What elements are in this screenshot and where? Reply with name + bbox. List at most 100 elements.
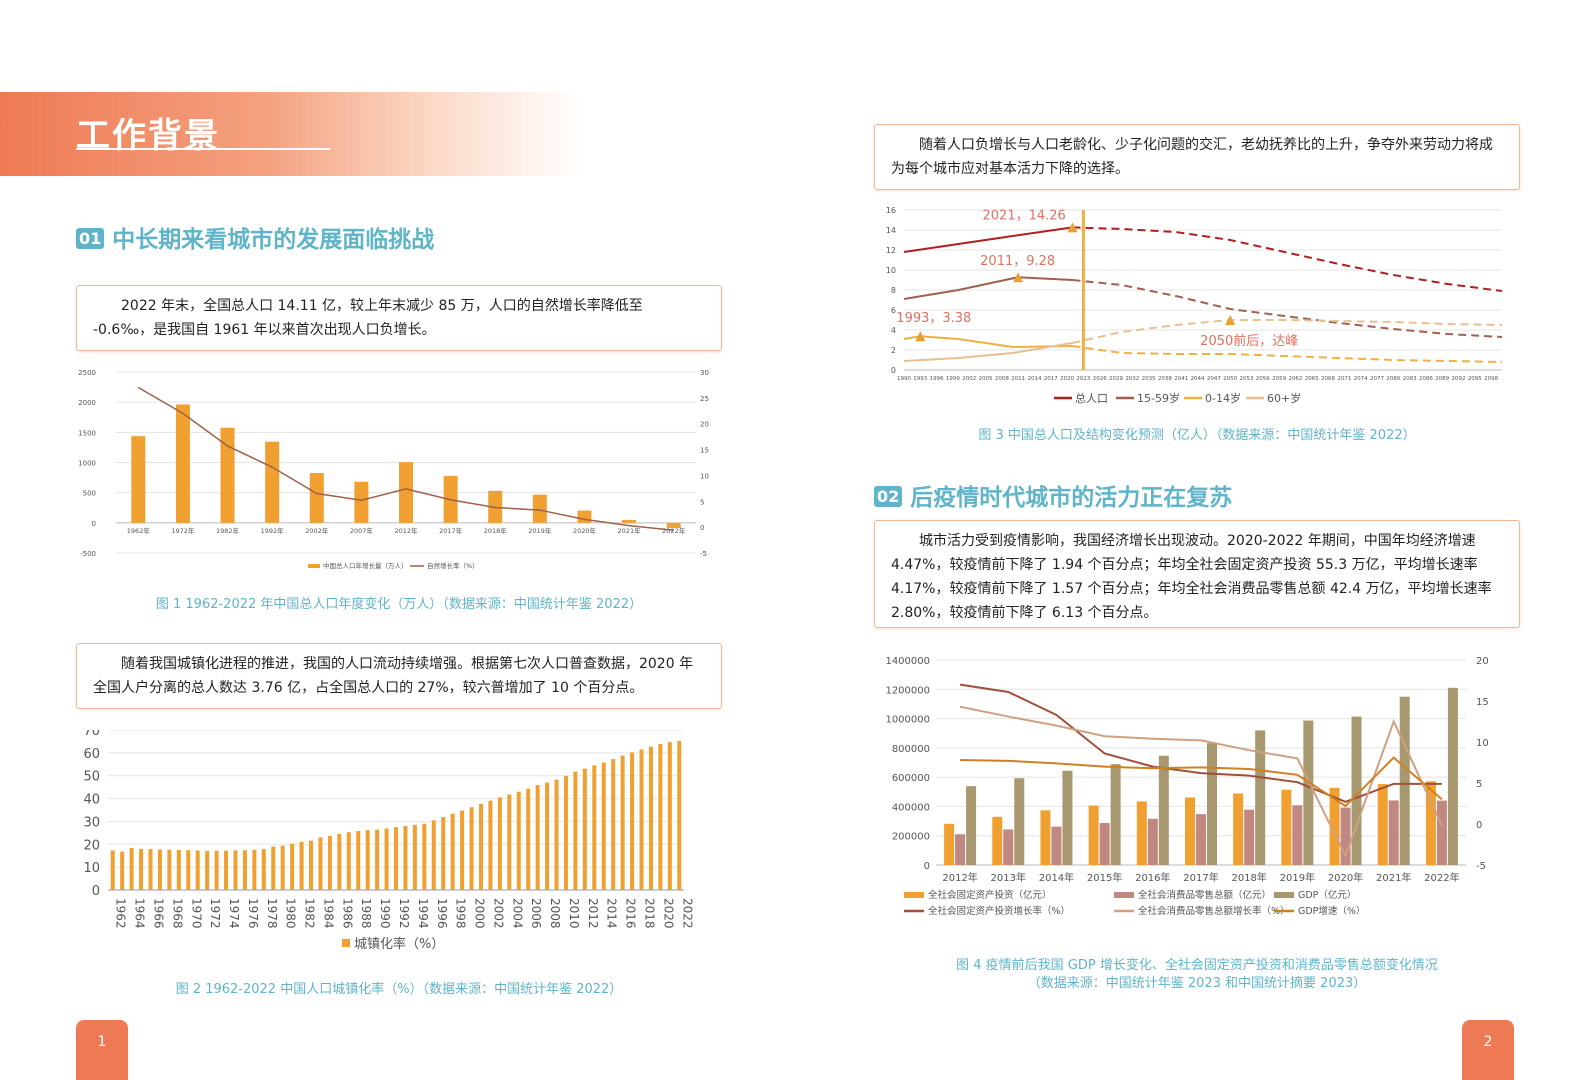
x-tick-label: 1964: [133, 898, 147, 929]
x-tick-label: 2056: [1256, 376, 1270, 382]
x-tick-label: 1972年: [171, 526, 195, 535]
x-tick-label: 1968: [170, 898, 184, 929]
legend-swatch-bar: [1114, 892, 1134, 898]
x-tick-label: 1980: [284, 898, 298, 929]
x-tick-label: 2053: [1239, 376, 1253, 382]
bar: [1110, 764, 1121, 865]
x-tick-label: 2026: [1093, 376, 1107, 382]
bar: [488, 800, 493, 890]
bar: [290, 843, 295, 890]
page-number-right: 2: [1462, 1020, 1514, 1080]
x-tick-label: 2077: [1370, 376, 1384, 382]
bar: [1281, 789, 1292, 865]
x-tick-label: 2012年: [394, 526, 418, 535]
y-tick-label: 0: [92, 520, 96, 528]
bar: [535, 785, 540, 890]
bar: [280, 845, 285, 890]
bar: [1425, 781, 1436, 865]
bar: [1329, 787, 1340, 865]
bar: [611, 759, 616, 890]
x-tick-label: 2047: [1207, 376, 1221, 382]
series-line-actual: [903, 226, 1073, 253]
x-tick-label: 2007年: [350, 526, 374, 535]
bar: [233, 850, 238, 890]
bar: [354, 481, 369, 523]
series-line-forecast: [1072, 226, 1503, 292]
bar: [1185, 797, 1195, 865]
y-tick-label: 600000: [892, 773, 930, 784]
y2-tick-label: -5: [700, 550, 707, 558]
bar: [129, 847, 134, 890]
bar: [1136, 801, 1147, 865]
y2-tick-label: 0: [1476, 820, 1482, 831]
bar: [205, 850, 210, 890]
legend-swatch-bar: [1274, 892, 1294, 898]
series-line-forecast: [1072, 319, 1503, 344]
bar: [1303, 720, 1314, 865]
y2-tick-label: 25: [700, 395, 709, 403]
bar: [399, 462, 413, 523]
y-tick-label: 2000: [78, 399, 96, 407]
bar: [224, 850, 229, 890]
x-tick-label: 2017年: [439, 526, 463, 535]
legend-label: GDP（亿元）: [1298, 889, 1356, 901]
chart-fig4: 0 200000 400000 600000 800000 1000000 1200000 1…: [885, 656, 1488, 917]
bar: [299, 841, 304, 890]
x-tick-label: 2022: [680, 898, 694, 929]
y-tick-label: 30: [83, 815, 100, 830]
x-tick-label: 1998: [454, 898, 468, 929]
x-tick-label: 2018年: [1231, 871, 1266, 884]
section-number-1: 01: [76, 228, 105, 249]
x-tick-label: 2018: [643, 898, 657, 929]
chart-fig2: 0 10 20 30 40 50 60 70 1962 1964 1966 1968 1970 1972 1…: [83, 730, 694, 952]
y-tick-label: 0: [891, 366, 896, 375]
bar: [469, 807, 474, 890]
x-tick-label: 1982年: [216, 526, 240, 535]
y-tick-label: 40: [83, 793, 100, 808]
legend-label: 全社会消费品零售总额增长率（%）: [1138, 905, 1290, 917]
bar: [1447, 687, 1458, 865]
x-tick-label: 2017年: [1183, 871, 1218, 884]
title-underline: [76, 148, 330, 150]
y-tick-label: 200000: [892, 832, 930, 843]
legend-swatch-bar: [308, 564, 320, 568]
y2-tick-label: 20: [700, 421, 709, 429]
bar: [265, 441, 280, 523]
legend-label: 60+岁: [1267, 391, 1301, 405]
x-tick-label: 2023: [1076, 376, 1090, 382]
bar: [648, 746, 653, 890]
x-tick-label: 2012: [586, 898, 600, 929]
bar: [175, 404, 190, 523]
y-tick-label: 0: [92, 884, 100, 899]
caption-fig2: 图 2 1962-2022 中国人口城镇化率（%）（数据来源：中国统计年鉴 20…: [175, 982, 623, 997]
bar: [1003, 829, 1014, 865]
x-tick-label: 2022年: [1424, 871, 1459, 884]
x-tick-label: 2068: [1321, 376, 1335, 382]
y-tick-label: 400000: [892, 802, 930, 813]
legend-swatch-bar: [342, 939, 350, 947]
y2-tick-label: -5: [1476, 861, 1486, 872]
x-tick-label: 1972: [208, 898, 222, 929]
x-tick-label: 2065: [1305, 376, 1319, 382]
legend-label: 中国总人口年增长量（万人）: [323, 561, 408, 570]
page-number-left: 1: [76, 1020, 128, 1080]
bar: [214, 850, 219, 890]
annotation-marker: [1225, 315, 1236, 325]
legend-label: 城镇化率（%）: [354, 936, 444, 952]
y-tick-label: 1000000: [885, 715, 930, 726]
bar: [261, 849, 266, 890]
bar: [955, 834, 966, 865]
bar: [441, 817, 446, 890]
y2-tick-label: 5: [1476, 779, 1482, 790]
x-tick-label: 1962年: [127, 526, 151, 535]
bar: [252, 849, 257, 890]
bar: [1196, 814, 1206, 865]
y-tick-label: -500: [80, 550, 96, 558]
chart-fig1: -500 0 500 1000 1500 2000 2500 -5 0 5 10 15 20 25 30 19…: [78, 369, 709, 570]
y-tick-label: 2: [891, 346, 896, 355]
bar: [167, 849, 172, 890]
legend-label: 自然增长率（%）: [427, 561, 479, 570]
section-number-2: 02: [874, 486, 903, 507]
y-tick-label: 50: [83, 770, 100, 785]
bar: [195, 850, 200, 890]
